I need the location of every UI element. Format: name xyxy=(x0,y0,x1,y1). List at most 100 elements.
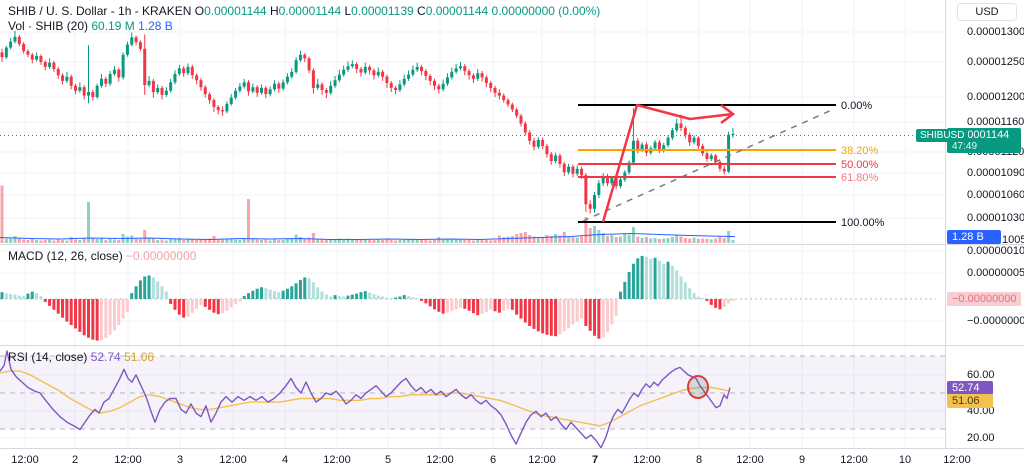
macd-histogram-bar xyxy=(424,299,428,304)
candle-body xyxy=(549,154,553,162)
time-axis-label: 10 xyxy=(898,454,912,466)
volume-bar xyxy=(221,239,225,243)
macd-histogram-bar xyxy=(670,265,674,299)
macd-histogram-bar xyxy=(337,296,341,299)
candle-body xyxy=(389,83,393,88)
macd-histogram-bar xyxy=(627,272,631,299)
volume-bar xyxy=(290,238,294,243)
volume-bar xyxy=(454,239,458,243)
candle-body xyxy=(631,140,635,163)
volume-bar xyxy=(441,239,445,243)
macd-histogram-bar xyxy=(458,299,462,308)
time-axis-label: 6 xyxy=(489,454,497,466)
macd-histogram-bar xyxy=(610,299,614,325)
fib-level-label: 100.00% xyxy=(841,217,885,229)
candle-body xyxy=(324,90,328,93)
low-label: L xyxy=(344,4,352,18)
macd-histogram-bar xyxy=(212,299,216,313)
candle-body xyxy=(39,56,43,62)
volume-ma-line xyxy=(0,232,736,241)
rsi-pane[interactable] xyxy=(0,346,945,448)
macd-histogram-bar xyxy=(428,299,432,307)
time-axis[interactable]: 12:00 2 12:00 3 12:00 4 12:00 5 12:00 6 12:00 7 12:0… xyxy=(0,449,1024,472)
macd-histogram-bar xyxy=(264,288,268,299)
rsi-header[interactable]: RSI (14, close) 52.74 51.06 xyxy=(8,350,154,364)
macd-histogram-bar xyxy=(48,299,52,306)
low-value: 0.00001139 xyxy=(351,4,414,18)
volume-bar xyxy=(614,237,618,243)
rsi-axis-label: 40.00 xyxy=(967,405,995,417)
volume-bar xyxy=(26,240,30,243)
volume-bar xyxy=(346,238,350,243)
volume-bar xyxy=(225,238,229,243)
price-chart-pane[interactable]: 0.00% 38.20% 50.00%61.80% 100.00% xyxy=(0,0,945,244)
candle-body xyxy=(56,69,60,76)
volume-bar xyxy=(112,239,116,243)
candle-body xyxy=(35,56,39,60)
macd-pane[interactable] xyxy=(0,245,945,345)
macd-histogram-bar xyxy=(588,299,592,331)
arrow-drawing[interactable] xyxy=(601,103,734,223)
candle-body xyxy=(433,80,436,86)
volume-bar xyxy=(9,237,13,243)
volume-bar xyxy=(389,240,393,243)
candle-body xyxy=(394,87,398,90)
macd-histogram-bar xyxy=(229,299,233,308)
volume-bar xyxy=(22,239,26,243)
volume-bar xyxy=(4,238,8,243)
price-axis-label: 0.00001060 xyxy=(967,189,1024,201)
volume-bar xyxy=(606,236,609,243)
volume-bar xyxy=(445,239,449,243)
price-axis[interactable]: USD 0.00001300 0.00001250 0.00001200 0.0000… xyxy=(945,0,1024,448)
candle-body xyxy=(255,87,259,93)
rsi-ma-value-badge: 51.06 xyxy=(947,394,993,408)
candle-body xyxy=(221,110,225,112)
macd-histogram-bar xyxy=(69,299,73,325)
macd-histogram-bar xyxy=(234,299,238,304)
price-axis-separator xyxy=(945,0,946,448)
candle-body xyxy=(169,82,173,91)
macd-histogram-bar xyxy=(251,290,255,299)
volume-bar xyxy=(13,236,17,243)
symbol-header[interactable]: SHIB / U. S. Dollar - 1h - KRAKEN O0.000… xyxy=(8,4,600,18)
candle-body xyxy=(190,66,194,76)
candle-body xyxy=(147,80,151,86)
macd-title[interactable]: MACD (12, 26, close) xyxy=(8,249,123,263)
volume-bar xyxy=(688,238,692,243)
candle-body xyxy=(138,42,142,49)
trendline-drawing[interactable] xyxy=(582,108,835,222)
volume-bar xyxy=(78,240,82,243)
volume-bar xyxy=(229,239,233,243)
volume-title[interactable]: Vol · SHIB (20) xyxy=(8,19,89,33)
candle-body xyxy=(506,100,510,105)
macd-histogram-bar xyxy=(640,255,644,299)
macd-histogram-bar xyxy=(675,270,679,299)
volume-bar xyxy=(571,237,575,243)
candle-body xyxy=(480,73,484,78)
rsi-highlight-circle-drawing[interactable] xyxy=(687,375,709,399)
candle-body xyxy=(251,87,255,92)
candle-body xyxy=(601,175,605,184)
volume-bar xyxy=(320,239,324,243)
price-axis-label: 0.00001300 xyxy=(967,26,1024,38)
macd-header[interactable]: MACD (12, 26, close) −0.00000000 xyxy=(8,249,196,263)
volume-bar xyxy=(329,239,333,243)
volume-bar xyxy=(484,240,488,243)
volume-bar xyxy=(151,238,155,243)
candle-body xyxy=(679,123,683,128)
currency-toggle-button[interactable]: USD xyxy=(957,3,1017,21)
symbol-title[interactable]: SHIB / U. S. Dollar - 1h - KRAKEN xyxy=(8,4,192,18)
volume-header[interactable]: Vol · SHIB (20) 60.19 M 1.28 B xyxy=(8,19,173,33)
macd-histogram-bar xyxy=(372,294,376,299)
macd-histogram-bar xyxy=(177,299,181,315)
rsi-title[interactable]: RSI (14, close) xyxy=(8,350,88,364)
candle-body xyxy=(424,71,428,76)
candle-body xyxy=(683,128,687,135)
pane-separator[interactable] xyxy=(0,244,1024,245)
macd-histogram-bar xyxy=(549,299,553,336)
bar-countdown: 47:49 xyxy=(952,141,978,152)
candle-body xyxy=(186,66,190,74)
pane-separator[interactable] xyxy=(0,345,1024,346)
candle-body xyxy=(718,161,722,169)
time-axis-label: 9 xyxy=(798,454,806,466)
